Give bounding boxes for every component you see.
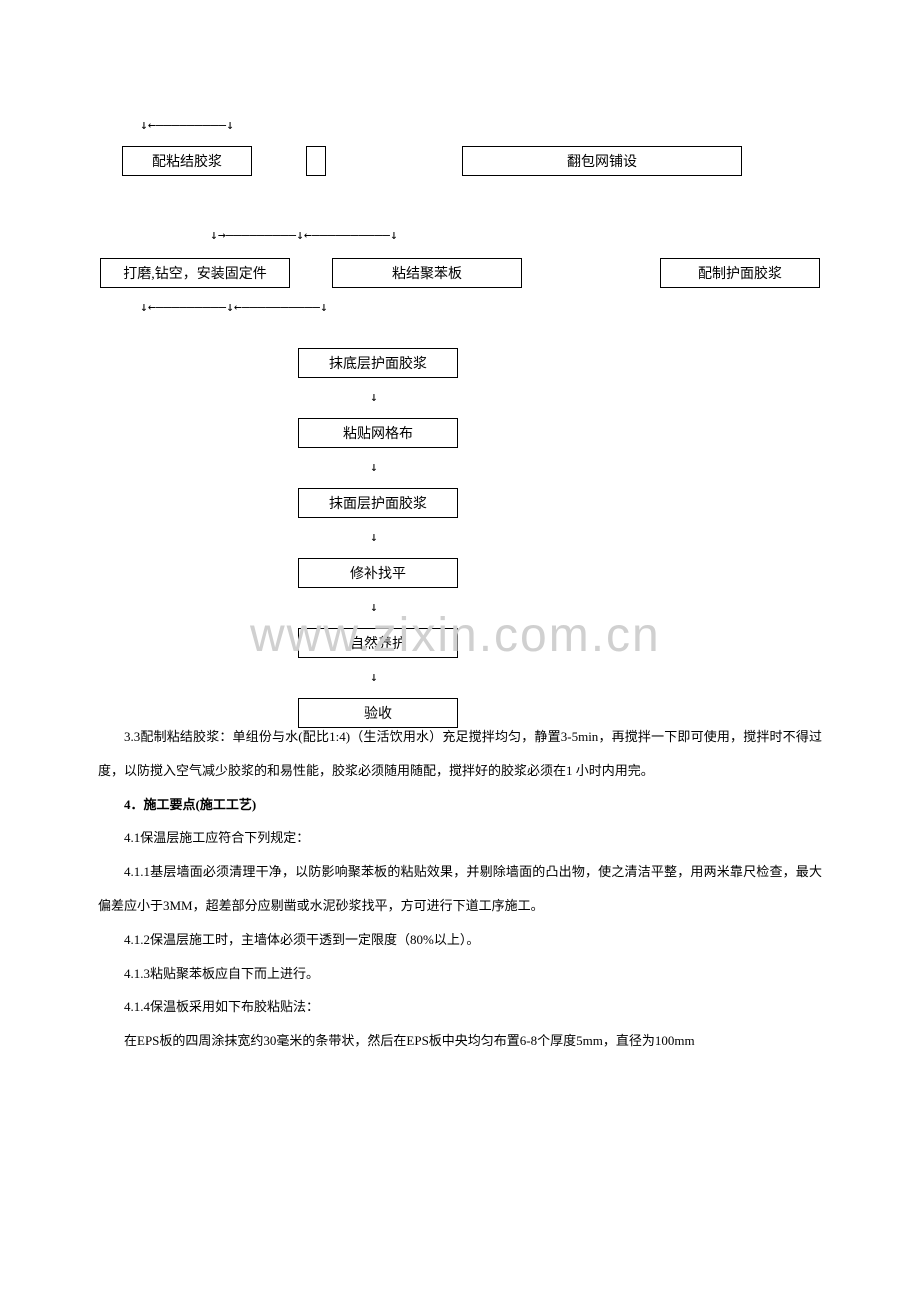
arrow-4: ↓	[370, 390, 378, 405]
para-4-heading: 4．施工要点(施工工艺)	[98, 788, 822, 822]
flowchart-container: ↓←—————————↓ 配粘结胶浆 翻包网铺设 ↓→—————————↓←——…	[0, 100, 920, 710]
node-repair-level: 修补找平	[298, 558, 458, 588]
arrow-5: ↓	[370, 460, 378, 475]
node-small-box	[306, 146, 326, 176]
arrow-2: ↓→—————————↓←——————————↓	[210, 228, 398, 243]
node-roll-mesh: 翻包网铺设	[462, 146, 742, 176]
para-4-1: 4.1保温层施工应符合下列规定：	[98, 821, 822, 855]
para-4-1-4: 4.1.4保温板采用如下布胶粘贴法：	[98, 990, 822, 1024]
node-mix-surface: 配制护面胶浆	[660, 258, 820, 288]
arrow-1: ↓←—————————↓	[140, 118, 234, 133]
node-mix-adhesive: 配粘结胶浆	[122, 146, 252, 176]
node-top-coat: 抹面层护面胶浆	[298, 488, 458, 518]
arrow-8: ↓	[370, 670, 378, 685]
node-natural-cure: 自然养护	[298, 628, 458, 658]
arrow-7: ↓	[370, 600, 378, 615]
node-paste-mesh: 粘贴网格布	[298, 418, 458, 448]
node-base-coat: 抹底层护面胶浆	[298, 348, 458, 378]
body-content: 3.3配制粘结胶浆：单组份与水(配比1:4)（生活饮用水）充足搅拌均匀，静置3-…	[98, 720, 822, 1058]
para-4-1-2: 4.1.2保温层施工时，主墙体必须干透到一定限度（80%以上）。	[98, 923, 822, 957]
node-drill-install: 打磨,钻空，安装固定件	[100, 258, 290, 288]
arrow-6: ↓	[370, 530, 378, 545]
para-4-1-1: 4.1.1基层墙面必须清理干净，以防影响聚苯板的粘贴效果，并剔除墙面的凸出物，使…	[98, 855, 822, 923]
node-bond-board: 粘结聚苯板	[332, 258, 522, 288]
para-eps: 在EPS板的四周涂抹宽约30毫米的条带状，然后在EPS板中央均匀布置6-8个厚度…	[98, 1024, 822, 1058]
arrow-3: ↓←—————————↓←——————————↓	[140, 300, 328, 315]
para-3-3: 3.3配制粘结胶浆：单组份与水(配比1:4)（生活饮用水）充足搅拌均匀，静置3-…	[98, 720, 822, 788]
para-4-1-3: 4.1.3粘贴聚苯板应自下而上进行。	[98, 957, 822, 991]
